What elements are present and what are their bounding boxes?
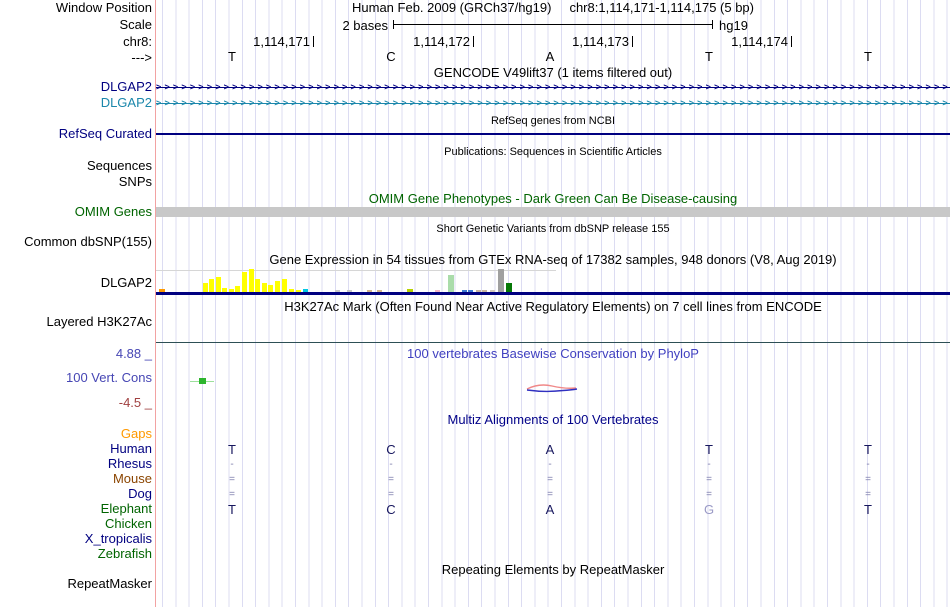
- alignment-human-glyph: T: [864, 442, 872, 457]
- ruler-coordinate-label: 1,114,172: [413, 34, 470, 49]
- gencode-track-title[interactable]: GENCODE V49lift37 (1 items filtered out): [433, 65, 673, 80]
- position-range-label: chr8:1,114,171-1,114,175 (5 bp): [569, 0, 754, 15]
- label-strand: --->: [131, 50, 152, 65]
- ruler-coordinate-tick: [313, 36, 314, 47]
- ruler-base-letter: C: [386, 49, 396, 64]
- ruler-base-letter: A: [545, 49, 555, 64]
- alignment-elephant-glyph: C: [386, 502, 396, 517]
- multiz-species-label-mouse[interactable]: Mouse: [112, 471, 152, 486]
- gtex-track-title[interactable]: Gene Expression in 54 tissues from GTEx …: [269, 252, 837, 267]
- h3k27ac-baseline: [156, 342, 950, 343]
- alignment-mouse-glyph: =: [706, 474, 712, 485]
- ruler-coordinate-tick: [632, 36, 633, 47]
- gene-transcript-line[interactable]: >>>>>>>>>>>>>>>>>>>>>>>>>>>>>>>>>>>>>>>>…: [156, 82, 950, 93]
- label-snps[interactable]: SNPs: [118, 174, 152, 189]
- ruler-coordinate-label: 1,114,174: [731, 34, 788, 49]
- label-gtex-gene[interactable]: DLGAP2: [100, 275, 152, 290]
- multiz-species-label-chicken[interactable]: Chicken: [105, 516, 152, 531]
- gencode-item-label[interactable]: DLGAP2: [100, 95, 152, 110]
- gencode-item-label[interactable]: DLGAP2: [100, 79, 152, 94]
- label-common-dbsnp[interactable]: Common dbSNP(155): [24, 234, 152, 249]
- alignment-human-glyph: T: [228, 442, 236, 457]
- repeatmasker-track-title[interactable]: Repeating Elements by RepeatMasker: [441, 562, 665, 577]
- label-conservation-max: 4.88 _: [115, 346, 152, 361]
- multiz-track-title[interactable]: Multiz Alignments of 100 Vertebrates: [447, 412, 659, 427]
- publications-track-title[interactable]: Publications: Sequences in Scientific Ar…: [444, 146, 662, 158]
- label-100-vert-cons[interactable]: 100 Vert. Cons: [66, 370, 152, 385]
- gtex-gene-model-line[interactable]: [156, 292, 950, 295]
- multiz-species-label-human[interactable]: Human: [110, 441, 152, 456]
- ruler-coordinate-tick: [791, 36, 792, 47]
- phylop-positive-mark: [199, 378, 206, 384]
- label-chrom: chr8:: [123, 34, 152, 49]
- refseq-track-title[interactable]: RefSeq genes from NCBI: [490, 115, 616, 127]
- scale-bar: [393, 20, 713, 29]
- gtex-graph-top-border: [156, 270, 556, 271]
- label-repeatmasker[interactable]: RepeatMasker: [67, 576, 152, 591]
- alignment-human-glyph: C: [386, 442, 396, 457]
- ruler-coordinate-tick: [473, 36, 474, 47]
- alignment-dog-glyph: =: [706, 489, 712, 500]
- track-area-left-edge-line: [155, 0, 156, 607]
- alignment-rhesus-glyph: -: [389, 459, 393, 470]
- ruler-base-letter: T: [864, 49, 872, 64]
- gene-transcript-line[interactable]: >>>>>>>>>>>>>>>>>>>>>>>>>>>>>>>>>>>>>>>>…: [156, 98, 950, 109]
- alignment-dog-glyph: =: [229, 489, 235, 500]
- h3k27ac-track-title[interactable]: H3K27Ac Mark (Often Found Near Active Re…: [284, 299, 822, 314]
- alignment-dog-glyph: =: [865, 489, 871, 500]
- alignment-mouse-glyph: =: [547, 474, 553, 485]
- scale-length-label: 2 bases: [342, 18, 388, 33]
- dbsnp-track-title[interactable]: Short Genetic Variants from dbSNP releas…: [436, 223, 670, 235]
- alignment-elephant-glyph: T: [228, 502, 236, 517]
- alignment-human-glyph: T: [705, 442, 713, 457]
- refseq-curated-gene-line[interactable]: [156, 133, 950, 135]
- label-omim-genes[interactable]: OMIM Genes: [74, 204, 152, 219]
- alignment-dog-glyph: =: [388, 489, 394, 500]
- ruler-base-letter: T: [705, 49, 713, 64]
- multiz-species-label-dog[interactable]: Dog: [128, 486, 152, 501]
- phylop-track-title[interactable]: 100 vertebrates Basewise Conservation by…: [407, 346, 699, 361]
- multiz-species-label-zebrafish[interactable]: Zebrafish: [97, 546, 152, 561]
- alignment-human-glyph: A: [545, 442, 555, 457]
- alignment-mouse-glyph: =: [388, 474, 394, 485]
- label-sequences[interactable]: Sequences: [86, 158, 152, 173]
- label-layered-h3k27ac[interactable]: Layered H3K27Ac: [46, 314, 152, 329]
- alignment-mouse-glyph: =: [865, 474, 871, 485]
- alignment-dog-glyph: =: [547, 489, 553, 500]
- alignment-rhesus-glyph: -: [707, 459, 711, 470]
- label-conservation-min: -4.5 _: [118, 395, 152, 410]
- alignment-rhesus-glyph: -: [866, 459, 870, 470]
- alignment-elephant-glyph: T: [864, 502, 872, 517]
- omim-track-title[interactable]: OMIM Gene Phenotypes - Dark Green Can Be…: [368, 191, 738, 206]
- scale-db-label: hg19: [719, 18, 748, 33]
- label-scale: Scale: [119, 17, 152, 32]
- ruler-coordinate-label: 1,114,171: [253, 34, 310, 49]
- multiz-species-label-rhesus[interactable]: Rhesus: [107, 456, 152, 471]
- alignment-mouse-glyph: =: [229, 474, 235, 485]
- multiz-species-label-x_tropicalis[interactable]: X_tropicalis: [84, 531, 152, 546]
- ruler-coordinate-label: 1,114,173: [572, 34, 629, 49]
- ruler-base-letter: T: [228, 49, 236, 64]
- phylop-negative-mark: [526, 384, 578, 393]
- alignment-rhesus-glyph: -: [548, 459, 552, 470]
- window-position-header: Human Feb. 2009 (GRCh37/hg19) chr8:1,114…: [156, 1, 950, 15]
- alignment-rhesus-glyph: -: [230, 459, 234, 470]
- multiz-species-label-gaps[interactable]: Gaps: [120, 426, 152, 441]
- alignment-elephant-glyph: G: [703, 502, 715, 517]
- multiz-species-label-elephant[interactable]: Elephant: [100, 501, 152, 516]
- omim-gene-bar[interactable]: [156, 207, 950, 217]
- label-window-position: Window Position: [55, 0, 152, 15]
- label-refseq-curated[interactable]: RefSeq Curated: [58, 126, 152, 141]
- assembly-label: Human Feb. 2009 (GRCh37/hg19): [352, 0, 552, 15]
- alignment-elephant-glyph: A: [545, 502, 555, 517]
